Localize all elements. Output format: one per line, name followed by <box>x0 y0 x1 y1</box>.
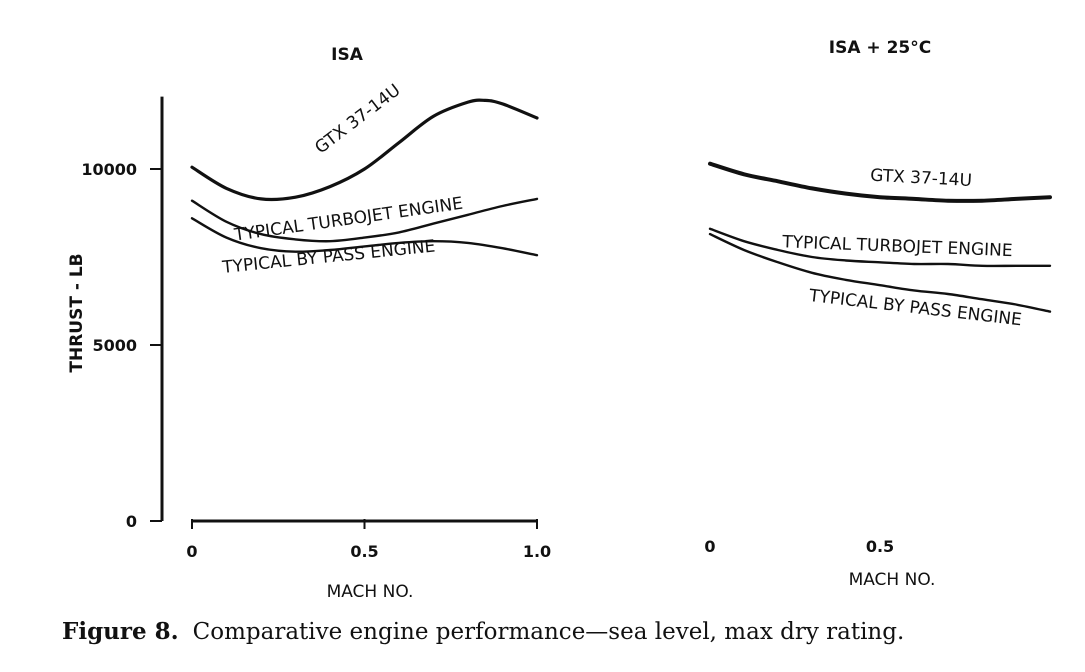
panel-title: ISA + 25°C <box>829 38 931 58</box>
x-axis-label: MACH NO. <box>327 582 414 602</box>
figure-number: Figure 8. <box>62 618 179 645</box>
chart-panel-isa: ISA 0 5000 10000 THRUST - LB 0 0.5 1.0 MACH NO. G… <box>67 45 551 602</box>
x-tick-label: 0.5 <box>350 542 378 561</box>
series-line-typical-turbojet-engine <box>708 227 1052 268</box>
series-line-typical-turbojet-engine <box>190 197 539 243</box>
series-line-typical-by-pass-engine <box>708 232 1052 313</box>
x-tick-label: 0 <box>186 542 197 561</box>
figure-caption-text: Comparative engine performance—sea level… <box>192 619 905 645</box>
series-line-gtx-37-14u <box>708 161 1052 203</box>
series-label-gtx-37-14u: GTX 37-14U <box>870 166 973 191</box>
chart-panel-isa-plus-25c: ISA + 25°C 0 0.5 MACH NO. GTX 37-14U TYPICAL … <box>704 38 1052 590</box>
x-tick-label: 1.0 <box>523 542 551 561</box>
x-axis-label: MACH NO. <box>849 570 936 590</box>
series-label-gtx-37-14u: GTX 37-14U <box>311 80 404 158</box>
series-line-gtx-37-14u <box>190 98 539 202</box>
panel-title: ISA <box>331 45 364 65</box>
y-axis-label: THRUST - LB <box>67 253 87 372</box>
series-line-typical-by-pass-engine <box>190 217 539 257</box>
y-tick-label: 0 <box>126 512 137 531</box>
y-tick-label: 10000 <box>81 160 137 179</box>
x-tick-label: 0.5 <box>866 537 894 556</box>
series-label-typical-by-pass-engine: TYPICAL BY PASS ENGINE <box>807 286 1023 331</box>
figure-caption: Figure 8. Comparative engine performance—… <box>62 618 1022 645</box>
y-tick-label: 5000 <box>92 336 137 355</box>
x-tick-label: 0 <box>704 537 715 556</box>
